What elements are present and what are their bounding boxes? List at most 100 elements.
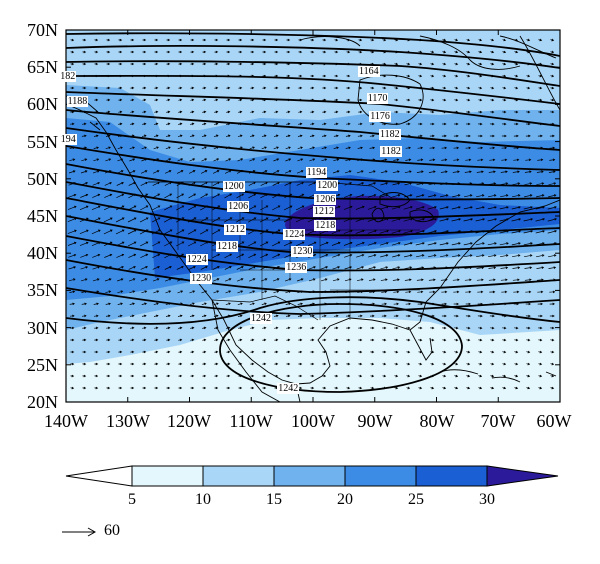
wind-arrow bbox=[130, 122, 135, 126]
wind-arrow bbox=[525, 314, 531, 318]
wind-arrow bbox=[190, 86, 195, 90]
wind-arrow bbox=[523, 206, 533, 210]
wind-arrow bbox=[237, 314, 243, 318]
wind-arrow bbox=[142, 98, 147, 102]
wind-arrow bbox=[382, 374, 387, 378]
wind-arrow bbox=[538, 326, 543, 330]
wind-arrow bbox=[92, 278, 100, 282]
wind-arrow bbox=[550, 98, 555, 102]
wind-arrow bbox=[442, 326, 447, 330]
wind-arrow bbox=[334, 350, 339, 354]
wind-arrow bbox=[512, 170, 520, 174]
wind-arrow bbox=[82, 374, 87, 378]
wind-arrow bbox=[430, 386, 435, 390]
lon-tick-label: 130W bbox=[106, 411, 150, 431]
wind-arrow bbox=[441, 290, 448, 294]
wind-arrow bbox=[454, 362, 459, 366]
wind-arrow bbox=[502, 38, 507, 42]
wind-arrow bbox=[404, 278, 412, 282]
wind-arrow bbox=[118, 38, 123, 42]
wind-arrow bbox=[226, 362, 231, 366]
wind-arrow bbox=[476, 278, 484, 282]
wind-arrow bbox=[130, 350, 135, 354]
wind-arrow bbox=[451, 218, 462, 222]
wind-arrow bbox=[370, 326, 375, 330]
wind-arrow bbox=[116, 193, 125, 199]
wind-arrow bbox=[214, 350, 219, 354]
wind-arrow bbox=[536, 254, 545, 258]
wind-arrow bbox=[298, 326, 303, 330]
wind-arrow bbox=[202, 122, 207, 126]
wind-arrow bbox=[526, 86, 531, 90]
wind-arrow bbox=[428, 278, 436, 282]
wind-arrow bbox=[334, 86, 339, 90]
wind-arrow bbox=[141, 302, 147, 306]
wind-arrow bbox=[214, 338, 219, 342]
wind-arrow bbox=[70, 350, 75, 354]
wind-arrow bbox=[514, 110, 519, 114]
wind-arrow bbox=[201, 158, 208, 162]
contour-label: 1212 bbox=[313, 206, 335, 218]
wind-arrow bbox=[238, 86, 243, 90]
wind-arrow bbox=[310, 50, 315, 54]
wind-arrow bbox=[454, 350, 459, 354]
wind-arrow bbox=[332, 278, 340, 282]
reference-vector-value: 60 bbox=[104, 522, 120, 539]
lon-tick-label: 100W bbox=[291, 411, 335, 431]
lat-tick-label: 35N bbox=[27, 280, 58, 300]
wind-arrow bbox=[154, 386, 159, 390]
wind-arrow bbox=[524, 254, 533, 258]
wind-arrow bbox=[550, 110, 555, 114]
wind-arrow bbox=[214, 374, 219, 378]
wind-arrow bbox=[212, 253, 221, 259]
wind-arrow bbox=[538, 374, 543, 378]
wind-arrow bbox=[358, 98, 363, 102]
wind-arrow bbox=[464, 278, 472, 282]
wind-arrow bbox=[454, 38, 459, 42]
wind-arrow bbox=[262, 362, 267, 366]
wind-arrow bbox=[418, 326, 423, 330]
wind-arrow bbox=[68, 253, 77, 258]
wind-arrow bbox=[212, 265, 220, 270]
wind-arrow bbox=[237, 302, 243, 306]
wind-arrow bbox=[356, 170, 364, 174]
wind-arrow bbox=[454, 326, 459, 330]
wind-arrow bbox=[356, 253, 365, 258]
wind-arrow bbox=[476, 170, 484, 174]
wind-arrow bbox=[488, 194, 497, 198]
wind-arrow bbox=[502, 350, 507, 354]
wind-arrow bbox=[296, 278, 304, 282]
wind-arrow bbox=[320, 266, 329, 270]
wind-arrow bbox=[190, 386, 195, 390]
wind-arrow bbox=[465, 146, 472, 150]
wind-arrow bbox=[322, 362, 327, 366]
wind-arrow bbox=[249, 134, 255, 138]
wind-arrow bbox=[164, 193, 173, 199]
colorbar-segment bbox=[273, 465, 346, 487]
wind-arrow bbox=[238, 110, 243, 114]
wind-arrow bbox=[465, 290, 472, 294]
wind-arrow bbox=[490, 374, 495, 378]
wind-arrow bbox=[166, 386, 171, 390]
wind-arrow bbox=[248, 278, 256, 282]
wind-arrow bbox=[118, 110, 123, 114]
wind-arrow bbox=[536, 182, 545, 186]
wind-arrow bbox=[92, 193, 101, 198]
lon-tick-label: 140W bbox=[44, 411, 88, 431]
wind-arrow bbox=[118, 374, 123, 378]
wind-arrow bbox=[319, 241, 329, 246]
wind-arrow bbox=[274, 74, 279, 78]
wind-arrow bbox=[322, 386, 327, 390]
lon-tick-label: 120W bbox=[167, 411, 211, 431]
wind-arrow bbox=[140, 241, 149, 247]
wind-arrow bbox=[454, 122, 459, 126]
wind-arrow bbox=[369, 146, 376, 150]
wind-arrow bbox=[142, 386, 147, 390]
wind-arrow bbox=[283, 205, 293, 211]
wind-arrow bbox=[226, 62, 231, 66]
wind-arrow bbox=[477, 146, 484, 150]
wind-arrow bbox=[70, 122, 75, 126]
wind-arrow bbox=[321, 314, 327, 318]
wind-arrow bbox=[106, 362, 111, 366]
wind-arrow bbox=[238, 62, 243, 66]
